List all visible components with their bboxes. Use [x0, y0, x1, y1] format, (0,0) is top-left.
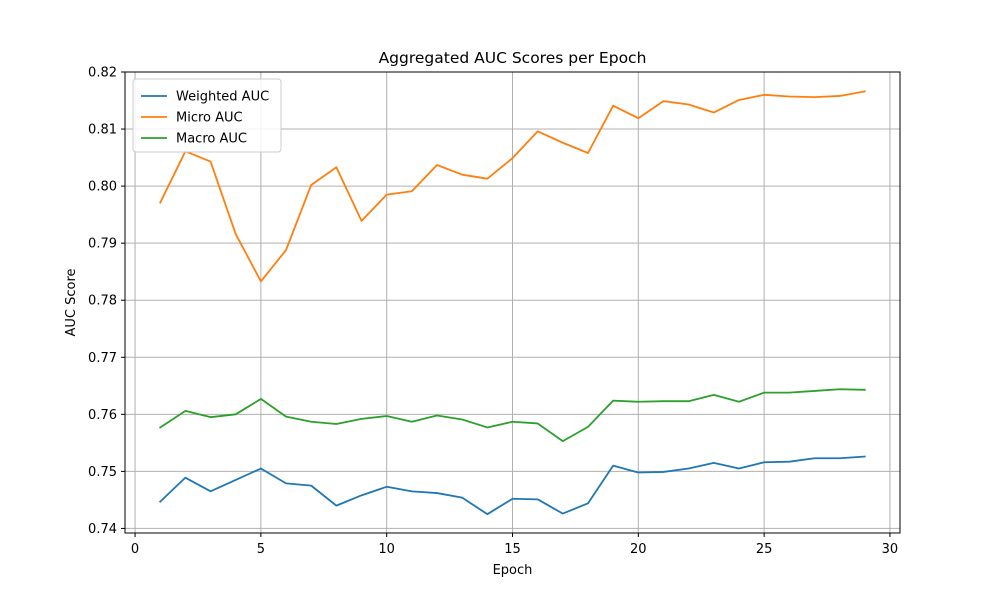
y-tick-label: 0.77: [88, 351, 117, 366]
legend-label-macro-auc: Macro AUC: [176, 132, 247, 147]
y-tick-label: 0.78: [88, 294, 117, 309]
y-tick-label: 0.75: [88, 465, 117, 480]
x-tick-label: 15: [504, 542, 521, 557]
x-tick-label: 5: [257, 542, 265, 557]
y-tick-label: 0.81: [88, 123, 117, 138]
legend: Weighted AUC Micro AUC Macro AUC: [132, 78, 282, 153]
y-tick-label: 0.76: [88, 408, 117, 423]
x-tick-label: 30: [882, 542, 899, 557]
x-tick-label: 0: [131, 542, 139, 557]
tick-layer: 0 5 10 15 20 25 30 0.74 0.75 0.76 0.77 0.78 0.79 0.80…: [88, 66, 898, 558]
series-line-macro-auc: [158, 388, 866, 443]
series-layer: [158, 90, 866, 516]
series-line-micro-auc: [159, 90, 866, 283]
x-tick-label: 10: [378, 542, 395, 557]
x-tick-label: 20: [630, 542, 647, 557]
x-tick-label: 25: [756, 542, 773, 557]
x-axis-label: Epoch: [493, 563, 533, 578]
y-tick-label: 0.80: [88, 180, 117, 195]
legend-box: [132, 78, 282, 153]
y-tick-label: 0.82: [88, 66, 117, 81]
y-tick-label: 0.79: [88, 237, 117, 252]
series-line-weighted-auc: [158, 455, 866, 516]
chart-title: Aggregated AUC Scores per Epoch: [379, 49, 647, 67]
legend-label-micro-auc: Micro AUC: [176, 111, 243, 126]
legend-label-weighted-auc: Weighted AUC: [176, 90, 269, 105]
y-tick-label: 0.74: [88, 522, 117, 537]
y-axis-label: AUC Score: [64, 268, 79, 336]
